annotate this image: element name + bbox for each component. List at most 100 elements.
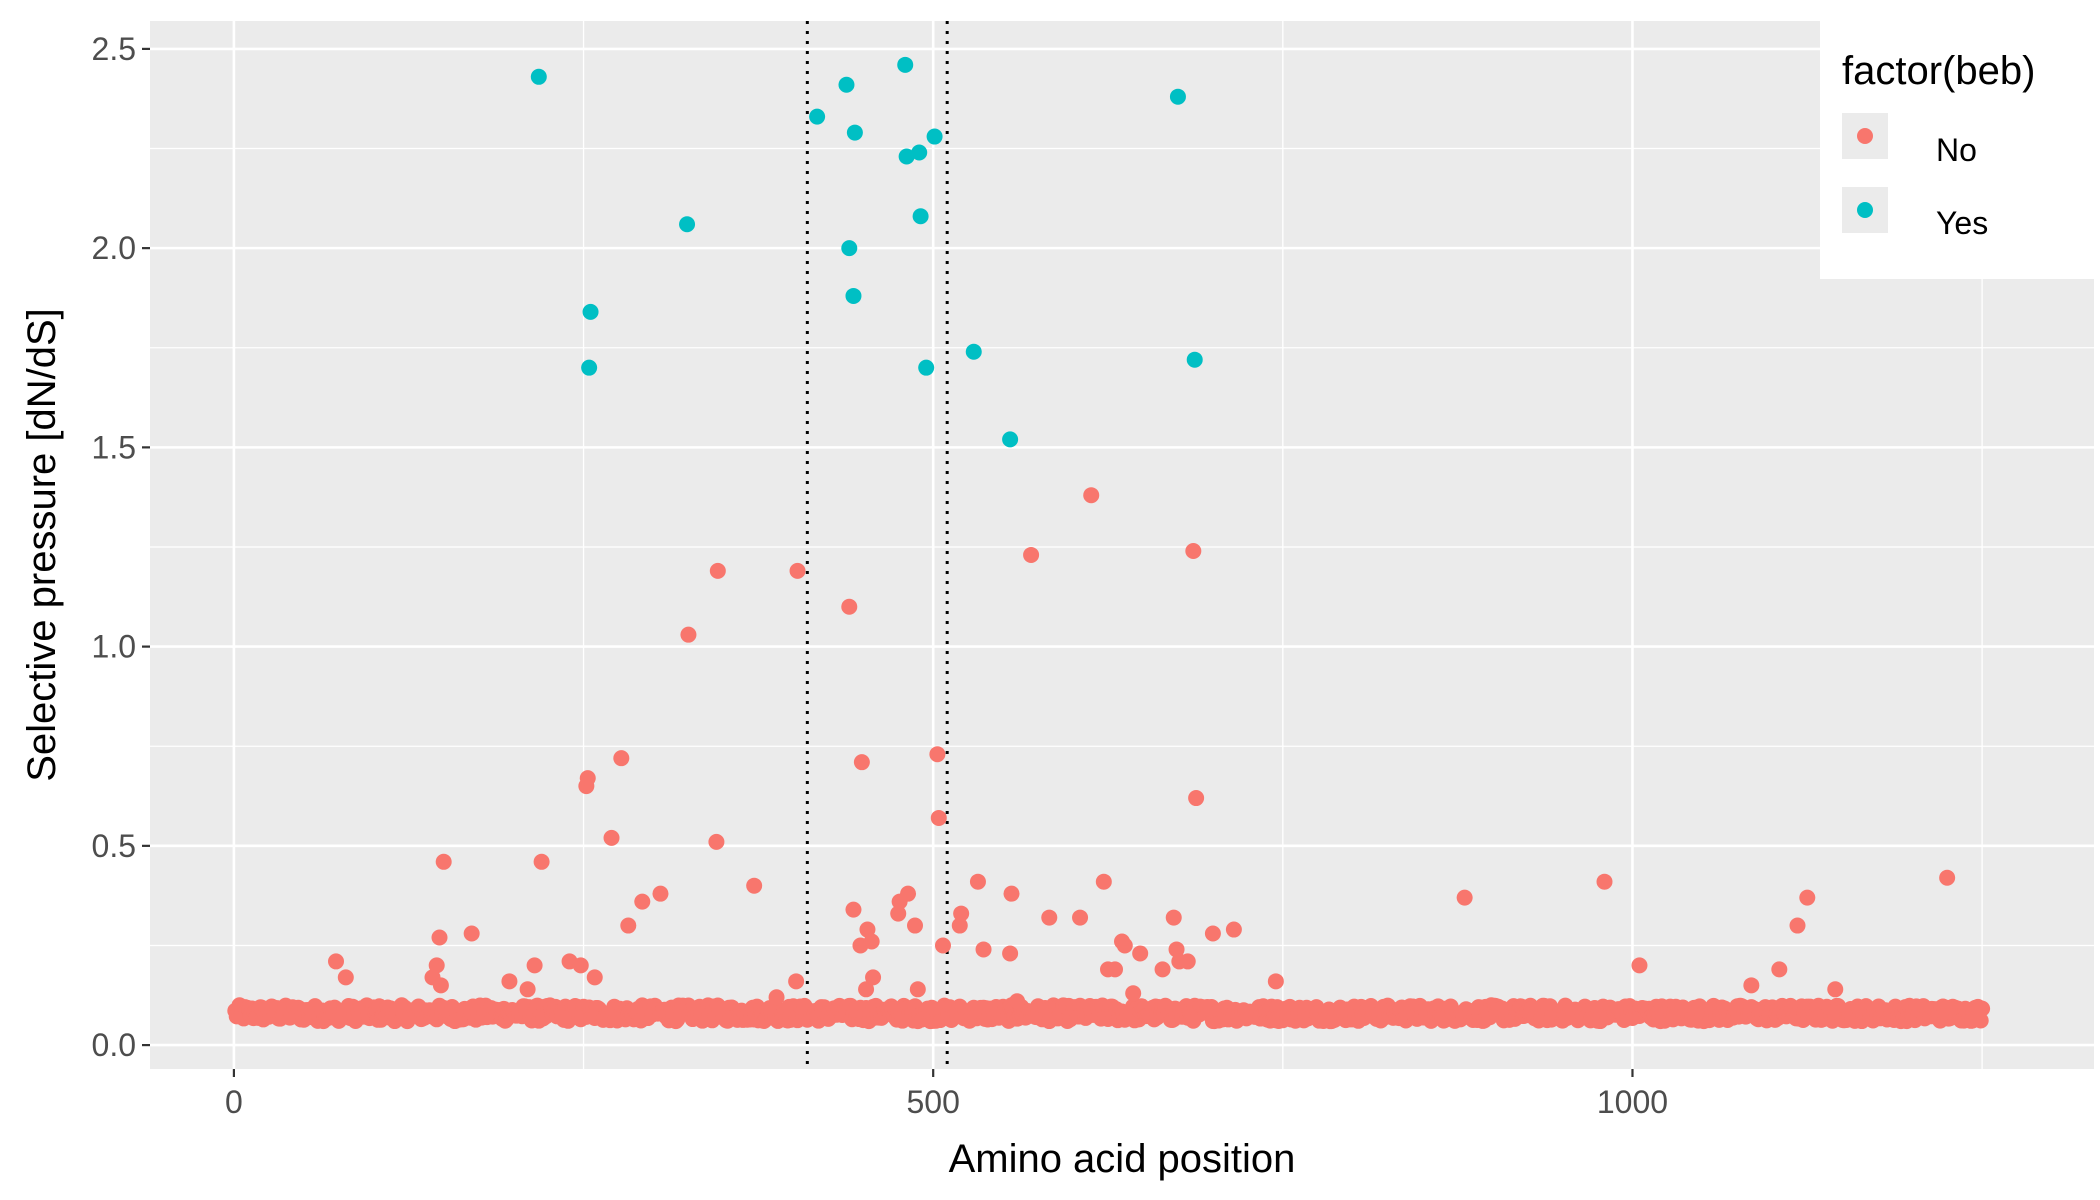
data-point-no <box>579 770 596 787</box>
data-point-no <box>1095 873 1112 890</box>
data-point-yes <box>845 287 862 304</box>
data-point-yes <box>809 108 826 125</box>
data-point-no <box>435 853 452 870</box>
data-point-no <box>1168 941 1185 958</box>
data-point-no <box>1083 487 1100 504</box>
data-point-no <box>1132 945 1149 962</box>
data-point-no <box>431 929 448 946</box>
legend-key-no-marker <box>1857 128 1873 144</box>
data-point-no <box>845 901 862 918</box>
data-point-yes <box>918 359 935 376</box>
data-point-yes <box>679 216 696 233</box>
x-tick-label: 1000 <box>1597 1084 1668 1120</box>
data-point-no <box>1204 925 1221 942</box>
data-point-yes <box>846 124 863 141</box>
data-point-no <box>789 562 806 579</box>
y-tick-label: 0.0 <box>92 1027 136 1063</box>
x-tick-label: 500 <box>906 1084 959 1120</box>
data-point-yes <box>582 303 599 320</box>
data-point-no <box>909 981 926 998</box>
data-point-no <box>768 989 785 1006</box>
data-point-no <box>533 853 550 870</box>
data-point-no <box>652 885 669 902</box>
legend-label-no: No <box>1936 132 1977 168</box>
data-point-no <box>1743 977 1760 994</box>
data-point-no <box>680 626 697 643</box>
data-point-yes <box>581 359 598 376</box>
data-point-no <box>1116 937 1133 954</box>
y-axis-ticks: 0.0 0.5 1.0 1.5 2.0 2.5 <box>92 31 150 1063</box>
data-point-yes <box>965 343 982 360</box>
data-point-no <box>328 953 345 970</box>
data-point-no <box>930 809 947 826</box>
data-point-no <box>900 885 917 902</box>
y-tick-label: 2.5 <box>92 31 136 67</box>
data-point-yes <box>897 56 914 73</box>
data-point-no <box>858 981 875 998</box>
data-point-no <box>907 917 924 934</box>
data-point-no <box>929 746 946 763</box>
y-tick-label: 1.5 <box>92 429 136 465</box>
x-axis-label: Amino acid position <box>949 1137 1296 1181</box>
data-point-no <box>572 957 589 974</box>
data-point-no <box>951 917 968 934</box>
data-point-no <box>519 981 536 998</box>
data-point-no <box>1789 917 1806 934</box>
y-tick-label: 0.5 <box>92 828 136 864</box>
data-point-yes <box>1186 351 1203 368</box>
data-point-no <box>975 941 992 958</box>
data-point-yes <box>841 240 858 257</box>
data-point-no <box>1267 973 1284 990</box>
data-point-no <box>863 933 880 950</box>
x-tick-label: 0 <box>225 1084 243 1120</box>
data-point-no <box>1939 869 1956 886</box>
data-point-no <box>708 833 725 850</box>
data-point-no <box>1003 885 1020 902</box>
data-point-no <box>1179 953 1196 970</box>
data-point-no <box>1188 790 1205 807</box>
data-point-no <box>788 973 805 990</box>
data-point-yes <box>1169 88 1186 105</box>
data-point-no <box>865 969 882 986</box>
data-point-no <box>1596 873 1613 890</box>
data-point-no <box>1009 993 1026 1010</box>
data-point-no <box>1107 961 1124 978</box>
y-tick-label: 1.0 <box>92 629 136 665</box>
data-point-no <box>1827 981 1844 998</box>
data-points <box>227 56 1991 1030</box>
y-axis-label: Selective pressure [dN/dS] <box>20 308 64 782</box>
data-point-yes <box>926 128 943 145</box>
y-tick-label: 2.0 <box>92 230 136 266</box>
data-point-no <box>526 957 543 974</box>
legend-label-yes: Yes <box>1936 205 1988 241</box>
major-gridlines <box>150 21 2094 1069</box>
data-point-no <box>1185 542 1202 559</box>
data-point-no <box>1023 546 1040 563</box>
data-point-no <box>586 969 603 986</box>
data-point-yes <box>912 208 929 225</box>
data-point-no <box>969 873 986 890</box>
data-point-no <box>1125 985 1142 1002</box>
data-point-no <box>853 754 870 771</box>
data-point-yes <box>911 144 928 161</box>
legend: factor(beb) No Yes <box>1820 21 2094 279</box>
data-point-no <box>620 917 637 934</box>
data-point-no <box>1072 909 1089 926</box>
data-point-baseline <box>1972 1012 1989 1029</box>
data-point-no <box>953 905 970 922</box>
data-point-no <box>603 829 620 846</box>
data-point-no <box>934 937 951 954</box>
data-point-no <box>746 877 763 894</box>
data-point-no <box>1225 921 1242 938</box>
data-point-no <box>501 973 518 990</box>
data-point-no <box>1165 909 1182 926</box>
data-point-yes <box>1002 431 1019 448</box>
data-point-no <box>890 905 907 922</box>
data-point-no <box>1799 889 1816 906</box>
data-point-no <box>1771 961 1788 978</box>
x-axis-ticks: 0 500 1000 <box>225 1069 1668 1120</box>
legend-key-yes-marker <box>1857 202 1873 218</box>
data-point-yes <box>838 76 855 93</box>
data-point-no <box>841 598 858 615</box>
